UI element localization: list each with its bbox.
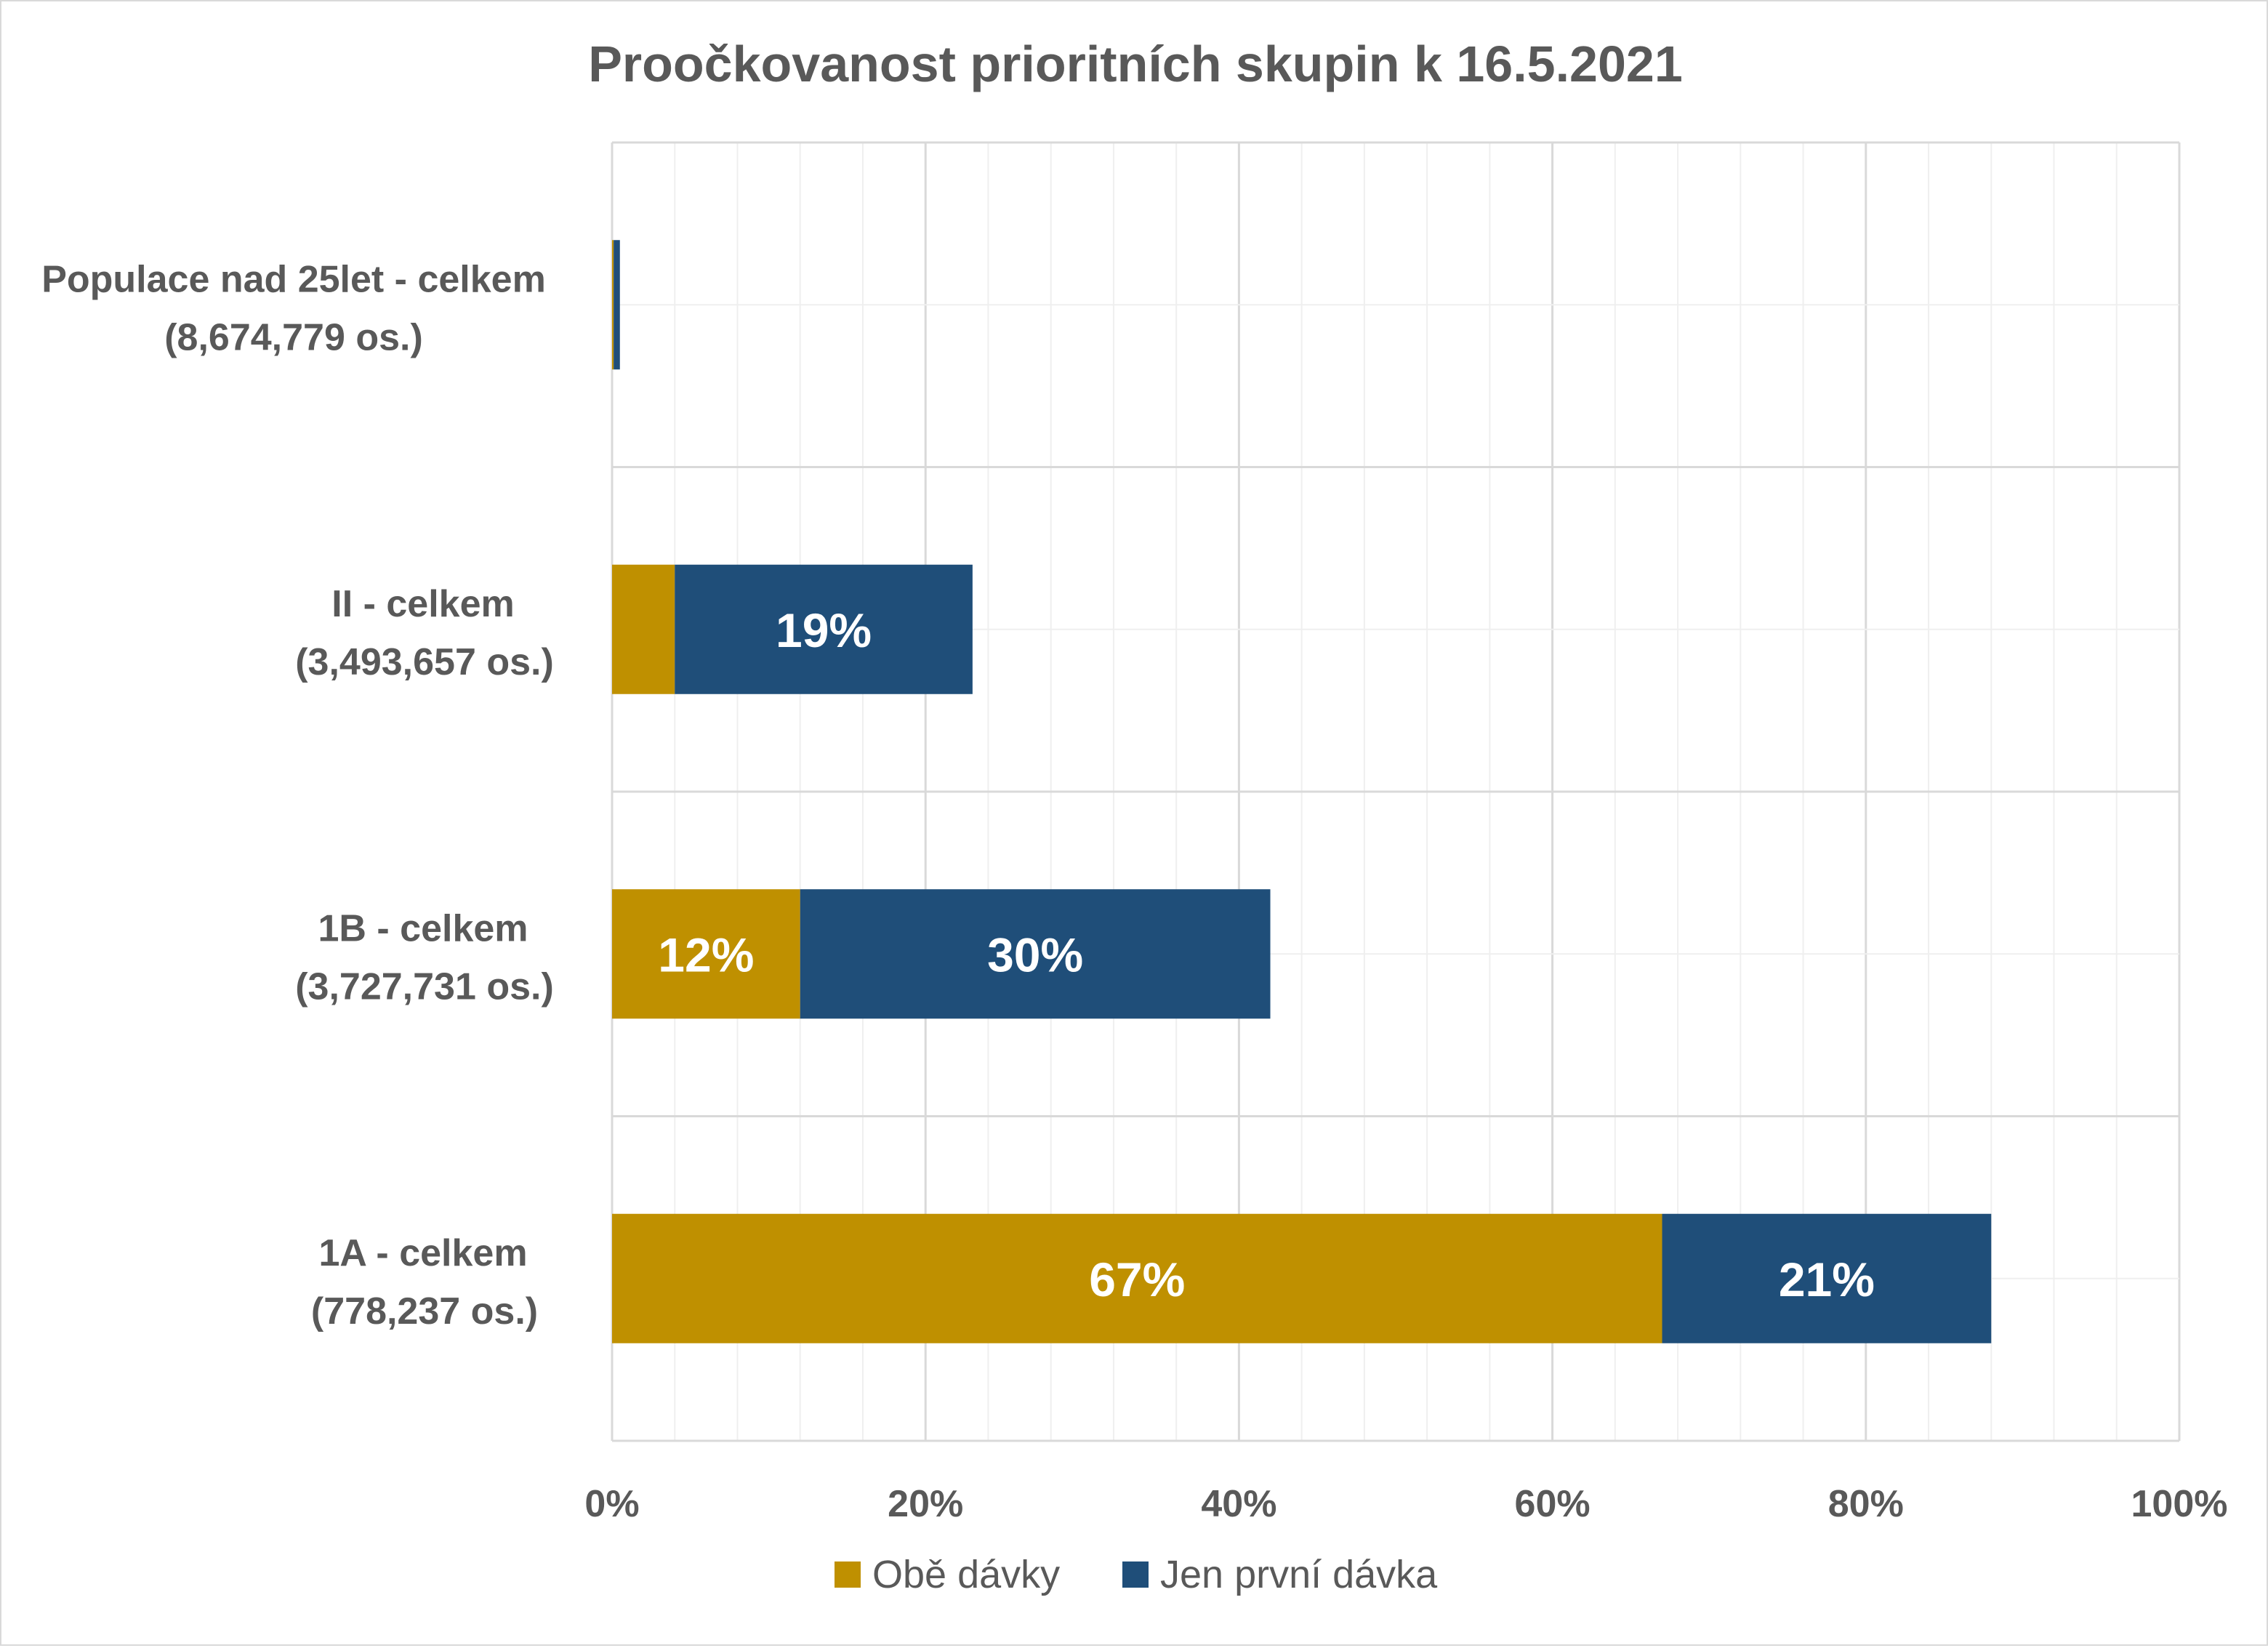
x-tick-label: 80% bbox=[1828, 1483, 1904, 1525]
x-tick-label: 20% bbox=[888, 1483, 963, 1525]
category-label: 1A - celkem (778,237 os.) bbox=[311, 1232, 538, 1333]
x-tick-label: 100% bbox=[2131, 1483, 2228, 1525]
data-label: 19% bbox=[776, 603, 872, 657]
bars: 67% 21% 12% 30% 19% bbox=[612, 240, 1992, 1343]
legend-label: Jen první dávka bbox=[1160, 1553, 1438, 1596]
bar-segment-obe-davky bbox=[612, 1213, 1662, 1343]
bar-segment-obe-davky bbox=[612, 240, 614, 370]
data-label: 12% bbox=[658, 928, 754, 981]
bar-segment-obe-davky bbox=[612, 564, 675, 694]
data-label: 30% bbox=[987, 928, 1083, 981]
category-labels: 1A - celkem (778,237 os.) 1B - celkem (3,72… bbox=[41, 258, 554, 1333]
data-label: 67% bbox=[1089, 1253, 1185, 1306]
x-tick-label: 60% bbox=[1515, 1483, 1591, 1525]
chart-title: Proočkovanost prioritních skupin k 16.5.… bbox=[588, 36, 1683, 92]
bar-segment-jen-prvni-davka bbox=[1662, 1213, 1992, 1343]
legend-label: Obě dávky bbox=[872, 1553, 1060, 1596]
bar-segment-obe-davky bbox=[612, 889, 800, 1019]
x-tick-label: 0% bbox=[584, 1483, 639, 1525]
category-label: 1B - celkem (3,727,731 os.) bbox=[295, 907, 554, 1008]
bar-segment-jen-prvni-davka bbox=[675, 564, 973, 694]
data-label: 21% bbox=[1779, 1253, 1875, 1306]
legend-swatch bbox=[835, 1561, 861, 1588]
x-axis-tick-labels: 0% 20% 40% 60% 80% 100% bbox=[584, 1483, 2227, 1525]
category-label: Populace nad 25let - celkem (8,674,779 os… bbox=[41, 258, 546, 358]
x-tick-label: 40% bbox=[1201, 1483, 1276, 1525]
bar-segment-jen-prvni-davka bbox=[614, 240, 620, 370]
category-label: II - celkem (3,493,657 os.) bbox=[295, 583, 554, 683]
bar-segment-jen-prvni-davka bbox=[800, 889, 1271, 1019]
legend-swatch bbox=[1122, 1561, 1149, 1588]
legend: Obě dávky Jen první dávka bbox=[835, 1553, 1438, 1596]
